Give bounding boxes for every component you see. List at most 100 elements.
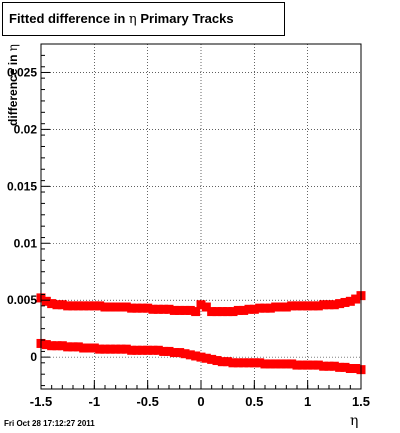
- data-point: [340, 362, 350, 372]
- data-point: [41, 296, 51, 306]
- x-tick-label: 1.5: [352, 394, 370, 409]
- data-point: [164, 304, 174, 314]
- data-point: [228, 307, 238, 317]
- data-point: [68, 342, 78, 352]
- data-point: [303, 360, 313, 370]
- data-point: [180, 349, 190, 359]
- data-point: [223, 357, 233, 367]
- data-point: [100, 302, 110, 312]
- data-point: [351, 364, 361, 374]
- data-point: [169, 305, 179, 315]
- data-point: [217, 307, 227, 317]
- data-point: [244, 358, 254, 368]
- data-point: [57, 341, 67, 351]
- y-tick-label: 0.01: [14, 236, 38, 250]
- data-point: [148, 304, 158, 314]
- data-point: [63, 342, 73, 352]
- data-point: [255, 303, 265, 313]
- data-point: [132, 303, 142, 313]
- data-markers: [36, 291, 366, 375]
- data-point: [201, 302, 211, 312]
- data-point: [281, 302, 291, 312]
- data-point: [127, 345, 137, 355]
- data-point: [89, 301, 99, 311]
- data-point: [121, 344, 131, 354]
- data-point: [68, 301, 78, 311]
- data-point: [137, 345, 147, 355]
- data-point: [105, 344, 115, 354]
- data-point: [132, 345, 142, 355]
- data-point: [127, 303, 137, 313]
- data-point: [324, 361, 334, 371]
- data-point: [180, 305, 190, 315]
- data-point: [84, 301, 94, 311]
- y-tick-labels: 0 0.005 0.01 0.015 0.02 0.025: [7, 65, 37, 364]
- x-tick-label: 1: [304, 394, 311, 409]
- data-point: [313, 360, 323, 370]
- data-point: [111, 344, 121, 354]
- data-point: [249, 304, 259, 314]
- data-point: [260, 303, 270, 313]
- data-point: [249, 358, 259, 368]
- x-tick-label: 0: [197, 394, 204, 409]
- data-point: [207, 307, 217, 317]
- y-tick-label: 0.025: [7, 65, 37, 79]
- data-point: [47, 299, 57, 309]
- data-point: [159, 346, 169, 356]
- data-point: [292, 301, 302, 311]
- data-point: [287, 301, 297, 311]
- timestamp: Fri Oct 28 17:12:27 2011: [4, 419, 95, 428]
- data-point: [260, 359, 270, 369]
- data-point: [153, 345, 163, 355]
- y-tick-label: 0.02: [14, 122, 38, 136]
- chart-title-box: Fitted difference in η Primary Tracks: [2, 2, 285, 36]
- data-point: [217, 357, 227, 367]
- chart-title: Fitted difference in η Primary Tracks: [9, 11, 234, 27]
- data-point: [351, 294, 361, 304]
- x-tick-label: -0.5: [136, 394, 158, 409]
- data-point: [308, 360, 318, 370]
- data-point: [185, 305, 195, 315]
- data-point: [329, 300, 339, 310]
- data-point: [244, 304, 254, 314]
- y-axis-label: difference in η: [6, 44, 20, 126]
- data-point: [228, 358, 238, 368]
- data-point: [319, 361, 329, 371]
- data-point: [116, 344, 126, 354]
- data-point: [95, 301, 105, 311]
- data-point: [287, 359, 297, 369]
- data-point: [169, 348, 179, 358]
- data-point: [79, 343, 89, 353]
- data-point: [175, 348, 185, 358]
- data-point: [276, 302, 286, 312]
- data-point: [345, 296, 355, 306]
- data-point: [143, 345, 153, 355]
- data-point: [271, 359, 281, 369]
- data-point: [308, 301, 318, 311]
- y-tick-label: 0.005: [7, 293, 37, 307]
- data-point: [329, 361, 339, 371]
- axis-ticks: [40, 54, 362, 389]
- data-point: [265, 303, 275, 313]
- data-point: [297, 301, 307, 311]
- data-point: [191, 351, 201, 361]
- data-point: [100, 344, 110, 354]
- data-point: [191, 307, 201, 317]
- data-point: [111, 302, 121, 312]
- data-point: [276, 359, 286, 369]
- data-point: [212, 307, 222, 317]
- data-point: [239, 305, 249, 315]
- data-point: [143, 303, 153, 313]
- data-point: [319, 300, 329, 310]
- x-tick-label: 0.5: [245, 394, 263, 409]
- data-point: [313, 301, 323, 311]
- y-tick-label: 0.015: [7, 179, 37, 193]
- data-point: [303, 301, 313, 311]
- data-point: [121, 302, 131, 312]
- data-point: [207, 354, 217, 364]
- data-point: [116, 302, 126, 312]
- data-point: [57, 300, 67, 310]
- data-point: [335, 299, 345, 309]
- data-point: [73, 342, 83, 352]
